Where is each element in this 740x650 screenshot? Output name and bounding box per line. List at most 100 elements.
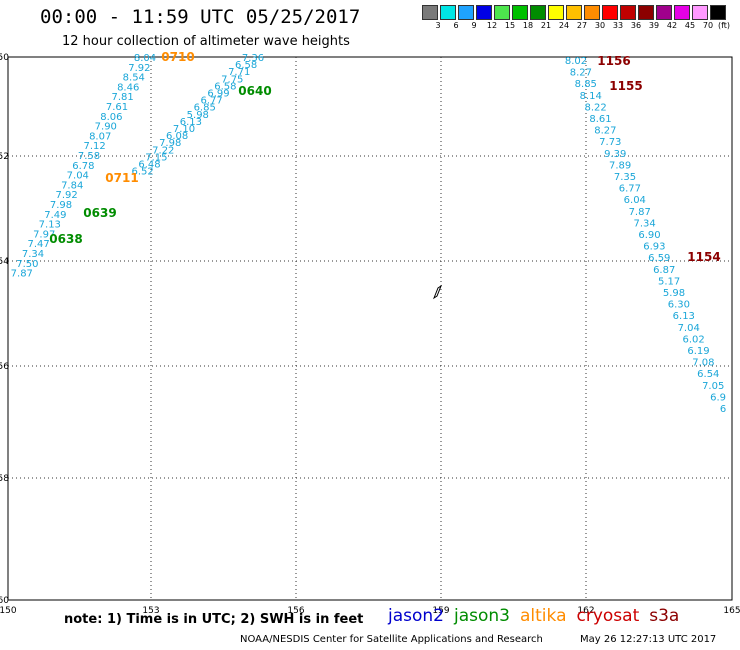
legend-swatch bbox=[656, 5, 672, 20]
wave-height-value: 6.59 bbox=[648, 253, 670, 264]
lat-tick-label: -58 bbox=[0, 474, 9, 484]
island-outline bbox=[432, 284, 443, 300]
wave-height-value: 7.87 bbox=[629, 207, 651, 218]
lat-tick-label: -56 bbox=[0, 362, 9, 372]
wave-height-value: 6.52 bbox=[131, 167, 153, 178]
legend-swatch bbox=[602, 5, 618, 20]
wave-height-value: 7.13 bbox=[39, 220, 61, 231]
wave-height-value: 7.92 bbox=[55, 190, 77, 201]
legend-unit: (ft) bbox=[717, 21, 731, 30]
legend-label: 21 bbox=[540, 21, 552, 30]
wave-height-value: 6.13 bbox=[180, 117, 202, 128]
satellite-name: s3a bbox=[649, 606, 680, 626]
lon-tick-label: 156 bbox=[287, 606, 304, 616]
wave-height-value: 7.84 bbox=[61, 180, 83, 191]
legend-swatch bbox=[638, 5, 654, 20]
satellite-name: jason3 bbox=[454, 606, 510, 626]
wave-height-value: 7.98 bbox=[50, 200, 72, 211]
legend-swatch bbox=[566, 5, 582, 20]
wave-height-value: 5.98 bbox=[663, 288, 685, 299]
wave-height-value: 7.90 bbox=[95, 122, 117, 133]
lon-tick-label: 162 bbox=[577, 606, 594, 616]
wave-height-value: 6.30 bbox=[668, 300, 690, 311]
legend-label: 18 bbox=[522, 21, 534, 30]
legend-label: 9 bbox=[471, 21, 477, 30]
timestamp-text: May 26 12:27:13 UTC 2017 bbox=[580, 634, 717, 645]
wave-height-value: 7.89 bbox=[609, 160, 631, 171]
wave-height-value: 6 bbox=[720, 404, 726, 415]
pass-time-label: 1156 bbox=[597, 54, 630, 68]
legend-swatch bbox=[530, 5, 546, 20]
wave-height-value: 6.58 bbox=[214, 81, 236, 92]
wave-height-value: 6.13 bbox=[673, 311, 695, 322]
wave-height-value: 7.92 bbox=[128, 63, 150, 74]
lon-tick-label: 153 bbox=[142, 606, 159, 616]
legend-label: 42 bbox=[666, 21, 678, 30]
lon-tick-label: 159 bbox=[432, 606, 449, 616]
legend-label: 30 bbox=[594, 21, 606, 30]
legend-swatch bbox=[440, 5, 456, 20]
legend-swatch bbox=[674, 5, 690, 20]
pass-time-label: 1155 bbox=[609, 79, 642, 93]
legend-label: 45 bbox=[684, 21, 696, 30]
wave-height-value: 7.47 bbox=[27, 239, 49, 250]
wave-height-value: 7.71 bbox=[228, 67, 250, 78]
wave-height-value: 6.19 bbox=[687, 346, 709, 357]
wave-height-value: 7.61 bbox=[106, 102, 128, 113]
legend-label: 33 bbox=[612, 21, 624, 30]
wave-height-value: 7.73 bbox=[599, 137, 621, 148]
legend-label: 24 bbox=[558, 21, 570, 30]
wave-height-value: 7.34 bbox=[633, 218, 655, 229]
pass-time-label: 1154 bbox=[687, 250, 720, 264]
legend-label: 3 bbox=[435, 21, 441, 30]
lat-tick-label: -50 bbox=[0, 53, 9, 63]
lon-tick-label: 165 bbox=[723, 606, 740, 616]
wave-height-value: 8.27 bbox=[570, 68, 592, 79]
lon-tick-label: 150 bbox=[0, 606, 17, 616]
wave-height-value: 7.04 bbox=[678, 323, 700, 334]
wave-height-value: 7.04 bbox=[67, 171, 89, 182]
pass-time-label: 0638 bbox=[49, 232, 82, 246]
satellite-name: cryosat bbox=[576, 606, 640, 626]
wave-height-value: 6.08 bbox=[166, 131, 188, 142]
wave-height-value: 7.81 bbox=[111, 92, 133, 103]
wave-height-value: 8.85 bbox=[575, 79, 597, 90]
wave-height-value: 7.87 bbox=[11, 269, 33, 280]
pass-time-label: 0640 bbox=[238, 84, 271, 98]
wave-height-value: 7.35 bbox=[614, 172, 636, 183]
legend-label: 6 bbox=[453, 21, 459, 30]
wave-height-value: 7.50 bbox=[16, 259, 38, 270]
lat-tick-label: -60 bbox=[0, 596, 9, 606]
legend-label: 70 bbox=[702, 21, 714, 30]
legend-label: 27 bbox=[576, 21, 588, 30]
pass-time-label: 0710 bbox=[161, 50, 194, 64]
wave-height-value: 5.17 bbox=[658, 276, 680, 287]
wave-height-value: 9.39 bbox=[604, 149, 626, 160]
wave-height-value: 7.58 bbox=[78, 151, 100, 162]
wave-height-value: 7.12 bbox=[83, 141, 105, 152]
wave-height-value: 8.14 bbox=[580, 91, 602, 102]
wave-height-value: 8.07 bbox=[89, 131, 111, 142]
legend-swatch bbox=[422, 5, 438, 20]
satellite-name: jason2 bbox=[388, 606, 444, 626]
wave-height-value: 6.90 bbox=[638, 230, 660, 241]
wave-height-value: 7.15 bbox=[145, 152, 167, 163]
wave-height-value: 6.78 bbox=[72, 161, 94, 172]
wave-height-value: 6.77 bbox=[619, 184, 641, 195]
legend-swatch bbox=[692, 5, 708, 20]
wave-height-value: 8.04 bbox=[134, 53, 156, 64]
wave-height-value: 6.9 bbox=[710, 392, 726, 403]
wave-height-value: 7.98 bbox=[159, 138, 181, 149]
wave-height-value: 6.02 bbox=[682, 334, 704, 345]
legend-label: 39 bbox=[648, 21, 660, 30]
wave-height-value: 6.58 bbox=[235, 60, 257, 71]
page-title: 00:00 - 11:59 UTC 05/25/2017 bbox=[40, 6, 361, 28]
map-subtitle: 12 hour collection of altimeter wave hei… bbox=[62, 34, 350, 49]
wave-height-value: 8.22 bbox=[584, 102, 606, 113]
legend-swatch bbox=[584, 5, 600, 20]
legend-swatch bbox=[710, 5, 726, 20]
wave-height-value: 7.08 bbox=[692, 358, 714, 369]
wave-height-value: 6.04 bbox=[624, 195, 646, 206]
wave-height-value: 5.98 bbox=[187, 110, 209, 121]
